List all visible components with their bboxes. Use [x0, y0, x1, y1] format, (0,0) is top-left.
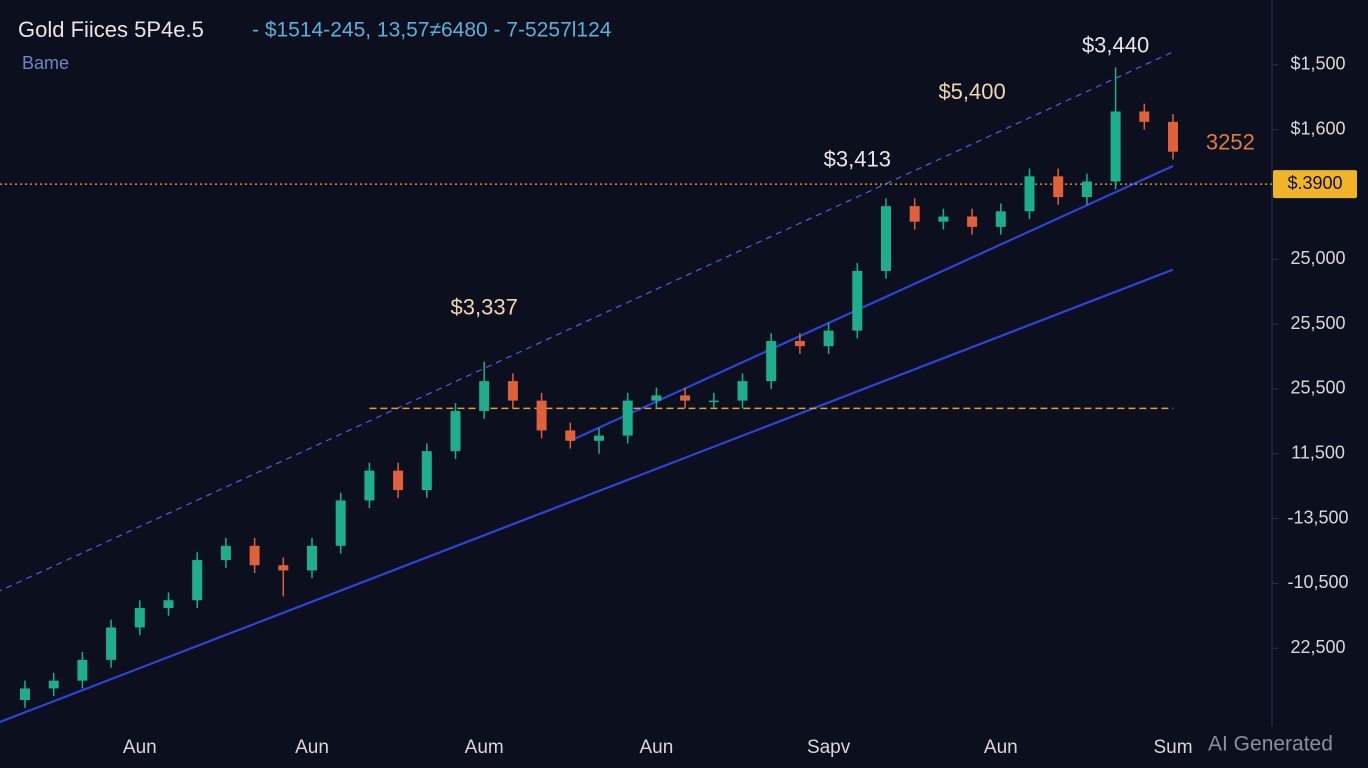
candle-body — [651, 395, 662, 401]
candle-body — [1081, 181, 1092, 198]
candle-body — [967, 216, 978, 227]
candle-body — [421, 451, 432, 491]
candle-body — [20, 688, 30, 701]
candle-body — [134, 608, 145, 628]
candle-body — [995, 211, 1006, 227]
candle-body — [766, 340, 777, 382]
candle-body — [77, 659, 88, 681]
candle-body — [48, 680, 59, 689]
candle-body — [536, 400, 547, 431]
candle-body — [507, 381, 518, 401]
candle-body — [479, 381, 490, 411]
candle-body — [335, 500, 346, 546]
candle-body — [680, 395, 691, 401]
candle-body — [1024, 176, 1035, 212]
watermark: AI Generated — [1208, 733, 1333, 756]
candle-body — [938, 216, 949, 222]
y-tick-label: 22,500 — [1290, 637, 1345, 657]
y-tick-label: $1,500 — [1290, 54, 1345, 74]
candle-body — [249, 545, 260, 566]
candle-body — [708, 400, 719, 403]
candle-body — [594, 435, 604, 441]
y-tick-label: 25,000 — [1290, 248, 1345, 268]
candle-body — [1168, 121, 1178, 152]
trend-line — [569, 164, 1174, 442]
candle-body — [106, 627, 117, 660]
candle-body — [220, 545, 231, 561]
candle-body — [1139, 111, 1150, 122]
price-annotation: $3,413 — [824, 147, 891, 172]
x-tick-label: Aun — [984, 737, 1018, 758]
price-annotation: $3,440 — [1082, 32, 1149, 57]
trend-line — [0, 268, 1174, 724]
price-annotation: $3,337 — [451, 294, 518, 319]
candle-body — [1110, 111, 1121, 182]
price-annotation: 3252 — [1206, 130, 1255, 155]
y-tick-label: $1,600 — [1290, 118, 1345, 138]
candle-body — [192, 560, 203, 601]
x-tick-label: Aun — [295, 737, 329, 758]
candle-body — [909, 206, 920, 222]
candle-body — [1053, 176, 1064, 198]
candle-body — [393, 470, 404, 491]
x-tick-label: Aun — [639, 737, 673, 758]
current-price-tag — [1273, 170, 1357, 199]
chart-title: Gold Fiices 5P4e.5 — [18, 17, 204, 42]
candle-body — [364, 470, 375, 501]
x-tick-label: Sapv — [807, 737, 851, 758]
y-tick-label: -10,500 — [1287, 572, 1348, 592]
trend-line — [0, 51, 1174, 592]
current-price-label: $.3900 — [1287, 173, 1342, 193]
price-annotation: $5,400 — [938, 79, 1005, 104]
candle-body — [852, 270, 863, 331]
candle-body — [622, 400, 633, 436]
x-tick-label: Sum — [1153, 737, 1192, 758]
y-tick-label: 25,500 — [1290, 378, 1345, 398]
candle-body — [794, 340, 805, 347]
header-quote: - $1514-245, 13,57≠6480 - 7-5257l124 — [252, 19, 612, 42]
candle-body — [881, 206, 891, 271]
candle-body — [163, 600, 174, 609]
x-tick-label: Aum — [465, 737, 504, 758]
candle-body — [737, 381, 748, 401]
candle-body — [450, 410, 461, 452]
candle-body — [565, 430, 576, 441]
candle-body — [307, 545, 317, 571]
y-tick-label: 25,500 — [1290, 313, 1345, 333]
x-tick-label: Aun — [123, 737, 157, 758]
subtitle: Bame — [22, 53, 69, 73]
y-tick-label: -13,500 — [1287, 507, 1348, 527]
candle-body — [278, 565, 289, 571]
candle-body — [823, 330, 834, 347]
y-tick-label: 11,500 — [1291, 443, 1345, 463]
